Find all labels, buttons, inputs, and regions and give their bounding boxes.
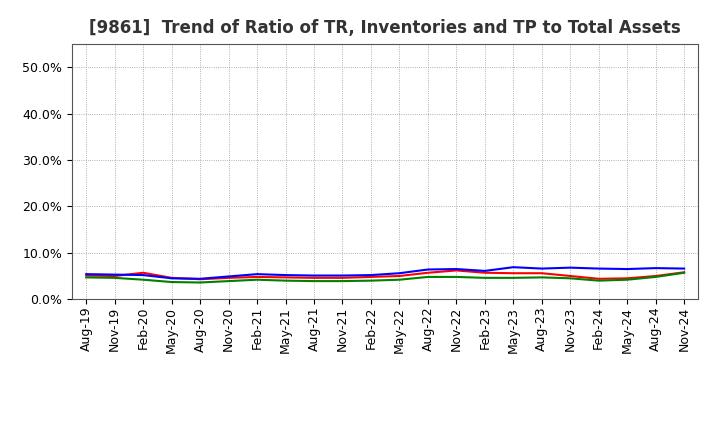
Inventories <box>139 272 148 278</box>
Trade Payables <box>680 270 688 275</box>
Inventories <box>110 272 119 277</box>
Trade Receivables <box>423 270 432 275</box>
Line: Trade Receivables: Trade Receivables <box>86 271 684 279</box>
Trade Payables <box>110 275 119 280</box>
Trade Payables <box>225 279 233 284</box>
Trade Payables <box>452 274 461 279</box>
Title: [9861]  Trend of Ratio of TR, Inventories and TP to Total Assets: [9861] Trend of Ratio of TR, Inventories… <box>89 19 681 37</box>
Trade Receivables <box>310 275 318 280</box>
Inventories <box>623 266 631 271</box>
Inventories <box>338 273 347 278</box>
Trade Receivables <box>395 273 404 279</box>
Inventories <box>566 265 575 270</box>
Trade Receivables <box>680 270 688 275</box>
Trade Payables <box>139 277 148 282</box>
Trade Receivables <box>338 275 347 280</box>
Inventories <box>452 266 461 271</box>
Inventories <box>395 271 404 276</box>
Trade Receivables <box>509 271 518 276</box>
Trade Receivables <box>366 274 375 279</box>
Trade Payables <box>282 278 290 283</box>
Trade Payables <box>253 277 261 282</box>
Trade Payables <box>196 280 204 285</box>
Inventories <box>225 274 233 279</box>
Trade Payables <box>595 278 603 283</box>
Inventories <box>509 264 518 270</box>
Inventories <box>595 266 603 271</box>
Trade Payables <box>167 279 176 285</box>
Trade Payables <box>338 279 347 284</box>
Trade Payables <box>480 275 489 280</box>
Inventories <box>253 271 261 277</box>
Trade Payables <box>537 275 546 280</box>
Inventories <box>167 276 176 281</box>
Legend: Trade Receivables, Inventories, Trade Payables: Trade Receivables, Inventories, Trade Pa… <box>161 438 610 440</box>
Trade Payables <box>423 274 432 279</box>
Inventories <box>652 265 660 271</box>
Trade Receivables <box>595 276 603 282</box>
Trade Payables <box>623 277 631 282</box>
Inventories <box>537 266 546 271</box>
Line: Trade Payables: Trade Payables <box>86 273 684 282</box>
Inventories <box>282 272 290 278</box>
Trade Receivables <box>139 270 148 275</box>
Inventories <box>366 272 375 278</box>
Inventories <box>423 267 432 272</box>
Trade Payables <box>652 274 660 279</box>
Trade Receivables <box>480 270 489 275</box>
Trade Payables <box>566 276 575 281</box>
Line: Inventories: Inventories <box>86 267 684 279</box>
Trade Receivables <box>196 277 204 282</box>
Inventories <box>196 276 204 282</box>
Trade Receivables <box>652 273 660 279</box>
Trade Payables <box>310 279 318 284</box>
Trade Receivables <box>110 273 119 279</box>
Trade Payables <box>82 275 91 280</box>
Trade Receivables <box>282 275 290 280</box>
Trade Receivables <box>253 274 261 279</box>
Inventories <box>680 266 688 271</box>
Trade Receivables <box>623 276 631 281</box>
Trade Payables <box>395 277 404 282</box>
Inventories <box>82 271 91 277</box>
Trade Receivables <box>537 271 546 276</box>
Trade Receivables <box>566 273 575 279</box>
Inventories <box>310 273 318 278</box>
Inventories <box>480 268 489 274</box>
Trade Receivables <box>225 275 233 280</box>
Trade Payables <box>509 275 518 280</box>
Trade Receivables <box>82 273 91 278</box>
Trade Payables <box>366 278 375 283</box>
Trade Receivables <box>167 275 176 280</box>
Trade Receivables <box>452 268 461 273</box>
